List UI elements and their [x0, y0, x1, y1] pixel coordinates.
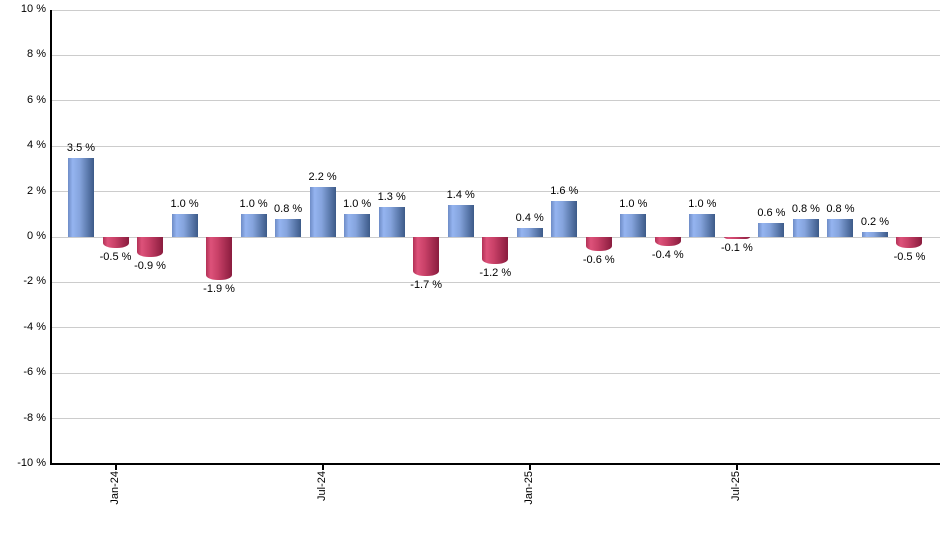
bar: [585, 237, 612, 251]
gridline: [51, 100, 940, 102]
bar-value-label: -0.1 %: [720, 242, 753, 255]
bar: [758, 223, 785, 237]
bar: [861, 232, 888, 237]
y-axis-tick-label: -2 %: [23, 275, 46, 288]
bar-value-label: 0.6 %: [757, 207, 786, 220]
bar-value-label: 0.8 %: [791, 202, 820, 215]
bar: [137, 237, 164, 258]
gridline: [51, 418, 940, 420]
bar-value-label: 1.0 %: [343, 198, 372, 211]
bar-value-label: 0.8 %: [826, 202, 855, 215]
gridline: [51, 191, 940, 193]
bar: [309, 187, 336, 237]
bar: [896, 237, 923, 249]
x-axis-line: [50, 463, 940, 465]
bar-value-label: -1.2 %: [479, 267, 512, 280]
gridline: [51, 145, 940, 147]
bar-value-label: 0.2 %: [860, 216, 890, 229]
gridline: [51, 372, 940, 374]
gridline: [51, 327, 940, 329]
y-axis-line: [50, 10, 52, 465]
bar: [551, 200, 578, 237]
bar: [102, 237, 129, 249]
x-axis-tick: [321, 465, 324, 470]
y-axis-tick-label: 10 %: [20, 3, 46, 15]
x-axis-tick-label: Jul-24: [315, 471, 328, 501]
gridline: [51, 54, 940, 56]
bar-value-label: 1.0 %: [239, 198, 268, 211]
x-axis-tick: [114, 465, 117, 470]
bar-value-label: -0.4 %: [651, 249, 684, 262]
bar-value-label: 1.6 %: [550, 184, 579, 197]
bar: [275, 218, 302, 237]
bar-value-label: 0.8 %: [274, 202, 303, 215]
bar: [482, 237, 509, 265]
bar: [689, 214, 716, 237]
y-axis-tick-label: 0 %: [27, 230, 46, 242]
bar-value-label: -0.5 %: [99, 251, 132, 264]
bar-value-label: 1.0 %: [619, 198, 648, 211]
bar-value-label: -0.6 %: [582, 253, 615, 266]
bar-value-label: -1.9 %: [203, 283, 235, 296]
bar-value-label: -1.7 %: [410, 278, 443, 291]
gridline: [51, 281, 940, 283]
x-axis-tick: [735, 465, 738, 470]
bar: [68, 157, 94, 237]
bar: [240, 214, 267, 237]
y-axis-tick-label: 4 %: [27, 139, 46, 152]
bar-value-label: 2.2 %: [308, 171, 337, 184]
x-axis-tick: [528, 465, 531, 470]
bar: [620, 214, 647, 237]
bar-value-label: 1.4 %: [446, 189, 475, 202]
y-axis-tick-label: -4 %: [23, 320, 46, 333]
bar-value-label: 1.3 %: [377, 191, 406, 204]
bar: [792, 218, 819, 237]
bar: [827, 218, 854, 237]
bar-value-label: 3.5 %: [66, 141, 96, 154]
bar: [654, 237, 681, 247]
bar: [447, 205, 474, 237]
y-axis-tick-label: -8 %: [23, 411, 46, 424]
bar-value-label: -0.5 %: [893, 251, 926, 264]
bar: [344, 214, 371, 237]
gridline: [51, 9, 940, 11]
bar-value-label: -0.9 %: [134, 260, 166, 273]
y-axis-tick-label: 2 %: [27, 184, 46, 197]
y-axis-tick-label: 6 %: [27, 93, 46, 106]
bar: [516, 227, 543, 237]
x-axis-tick-label: Jan-25: [522, 471, 535, 505]
bar-value-label: 1.0 %: [688, 198, 717, 211]
x-axis-tick-label: Jul-25: [729, 471, 742, 501]
bar-value-label: 0.4 %: [515, 211, 544, 224]
y-axis-tick-label: -6 %: [23, 366, 46, 379]
bar: [378, 207, 405, 237]
x-axis-tick-label: Jan-24: [108, 471, 121, 505]
bar-value-label: 1.0 %: [170, 198, 199, 211]
bar: [723, 237, 750, 240]
bar: [206, 237, 233, 281]
y-axis-tick-label: -10 %: [17, 457, 46, 469]
bar: [413, 237, 440, 276]
y-axis-tick-label: 8 %: [27, 48, 46, 61]
bar: [171, 214, 198, 237]
